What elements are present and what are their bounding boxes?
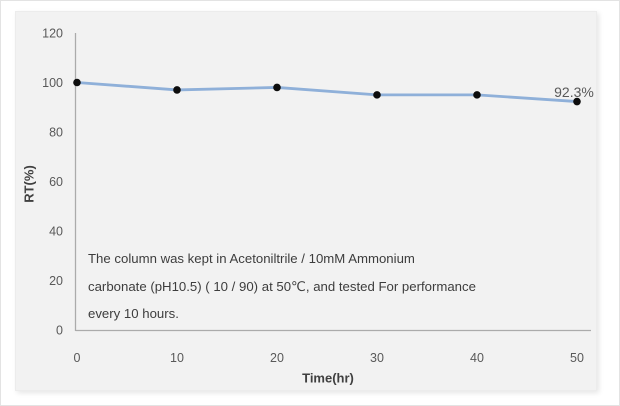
x-tick-label: 50 (570, 351, 584, 365)
x-axis-title: Time(hr) (302, 370, 354, 386)
y-tick-label: 120 (42, 27, 63, 41)
y-tick-label: 80 (49, 126, 63, 140)
x-tick-label: 20 (270, 351, 284, 365)
y-axis-ticks: 0 20 40 60 80 100 120 (42, 27, 63, 338)
chart-annotation: The column was kept in Acetoniltrile / 1… (88, 245, 476, 328)
y-axis-title: RT(%) (21, 165, 37, 203)
annotation-line: carbonate (pH10.5) ( 10 / 90) at 50℃, an… (88, 278, 476, 294)
data-point (373, 91, 381, 99)
annotation-line: The column was kept in Acetoniltrile / 1… (88, 251, 415, 266)
y-tick-label: 20 (49, 274, 63, 288)
data-point (73, 78, 81, 87)
annotation-line: every 10 hours. (88, 306, 179, 321)
y-tick-label: 60 (49, 175, 63, 189)
x-tick-label: 40 (470, 351, 484, 365)
series-line (75, 81, 579, 103)
data-point (173, 86, 181, 94)
x-tick-label: 10 (170, 351, 184, 365)
data-point (473, 91, 481, 99)
y-tick-label: 40 (49, 225, 63, 239)
data-point (573, 97, 581, 106)
y-tick-label: 0 (56, 324, 63, 338)
data-point (273, 83, 281, 92)
line-chart: 0 20 40 60 80 100 120 0 10 20 30 40 50 92.3% (42, 27, 594, 366)
data-point-markers (73, 78, 581, 106)
chart-panel: 0 20 40 60 80 100 120 0 10 20 30 40 50 92.3% RT(%) … (15, 11, 597, 391)
x-tick-label: 30 (370, 351, 384, 365)
x-tick-label: 0 (74, 351, 81, 365)
x-axis-ticks: 0 10 20 30 40 50 (74, 351, 584, 365)
y-tick-label: 100 (42, 76, 63, 90)
last-point-value-label: 92.3% (554, 84, 594, 100)
